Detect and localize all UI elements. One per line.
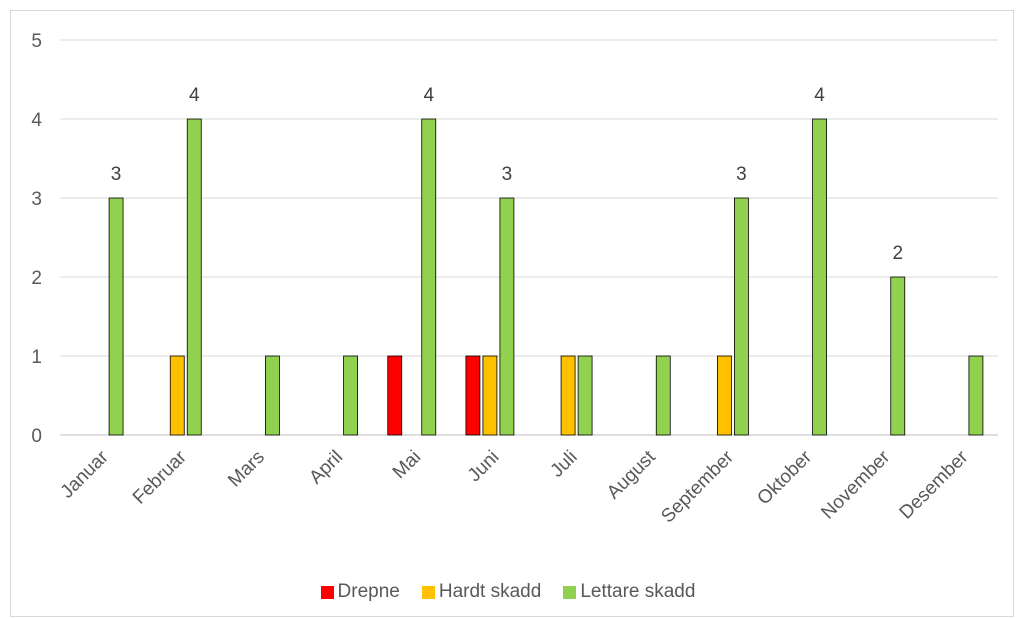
gridlines <box>60 39 998 436</box>
data-labels: 3 4 4 3 3 4 2 <box>111 85 903 264</box>
legend-item-lettare-skadd: Lettare skadd <box>563 581 695 603</box>
legend-swatch-hardt-skadd <box>421 585 435 599</box>
legend-swatch-drepne <box>320 585 334 599</box>
x-tick-label: Januar <box>57 446 113 502</box>
bar-lettare-skadd <box>265 355 280 436</box>
x-tick-label: April <box>305 447 347 489</box>
legend-label-hardt-skadd: Hardt skadd <box>438 581 542 602</box>
data-label: 4 <box>189 85 200 106</box>
y-tick-label: 0 <box>31 426 42 447</box>
data-label: 2 <box>892 243 903 264</box>
data-label: 3 <box>502 164 513 185</box>
x-tick-label: Juni <box>464 447 503 486</box>
legend-label-drepne: Drepne <box>337 581 400 602</box>
data-label: 3 <box>736 164 747 185</box>
bar-drepne <box>465 355 481 436</box>
bar-lettare-skadd <box>734 197 749 436</box>
bar-hardt-skadd <box>169 355 185 436</box>
y-tick-label: 2 <box>31 268 42 289</box>
y-tick-label: 4 <box>31 110 42 131</box>
x-axis-tick-labels: Januar Februar Mars April Mai Juni Juli AugustS… <box>57 446 973 527</box>
x-tick-label: Februar <box>129 446 191 508</box>
data-label: 4 <box>814 85 825 106</box>
bar-lettare-skadd <box>577 355 593 436</box>
bar-lettare-skadd <box>186 118 202 436</box>
x-tick-label: Mars <box>224 447 269 492</box>
x-tick-label: August <box>603 446 660 503</box>
bar-hardt-skadd <box>482 355 498 436</box>
bars <box>108 118 984 436</box>
bar-lettare-skadd <box>108 197 124 436</box>
x-tick-label: Desember <box>896 446 973 523</box>
bar-lettare-skadd <box>499 197 515 436</box>
legend-swatch-lettare-skadd <box>563 585 577 599</box>
legend: Drepne Hardt skadd Lettare skadd <box>0 577 1016 607</box>
bar-lettare-skadd <box>655 355 671 436</box>
y-tick-label: 5 <box>31 31 42 52</box>
data-label: 3 <box>111 164 122 185</box>
legend-item-drepne: Drepne <box>320 581 400 603</box>
bar-lettare-skadd <box>421 118 437 436</box>
x-tick-label: September <box>657 446 738 527</box>
y-tick-label: 3 <box>31 189 42 210</box>
x-tick-label: Mai <box>389 447 426 484</box>
bar-hardt-skadd <box>560 355 576 436</box>
y-tick-label: 1 <box>31 347 42 368</box>
x-tick-label: Oktober <box>753 446 816 509</box>
data-label: 4 <box>423 85 434 106</box>
bar-lettare-skadd <box>968 355 984 436</box>
bar-lettare-skadd <box>812 118 827 436</box>
x-tick-label: November <box>817 446 894 523</box>
x-tick-label: Juli <box>547 447 582 482</box>
y-axis-tick-labels: 0 1 2 3 4 5 <box>31 31 42 447</box>
bar-lettare-skadd <box>890 276 906 436</box>
legend-item-hardt-skadd: Hardt skadd <box>421 581 542 603</box>
bar-lettare-skadd <box>343 355 358 436</box>
legend-label-lettare-skadd: Lettare skadd <box>580 581 696 602</box>
bar-hardt-skadd <box>717 355 732 436</box>
bar-drepne <box>387 355 403 436</box>
